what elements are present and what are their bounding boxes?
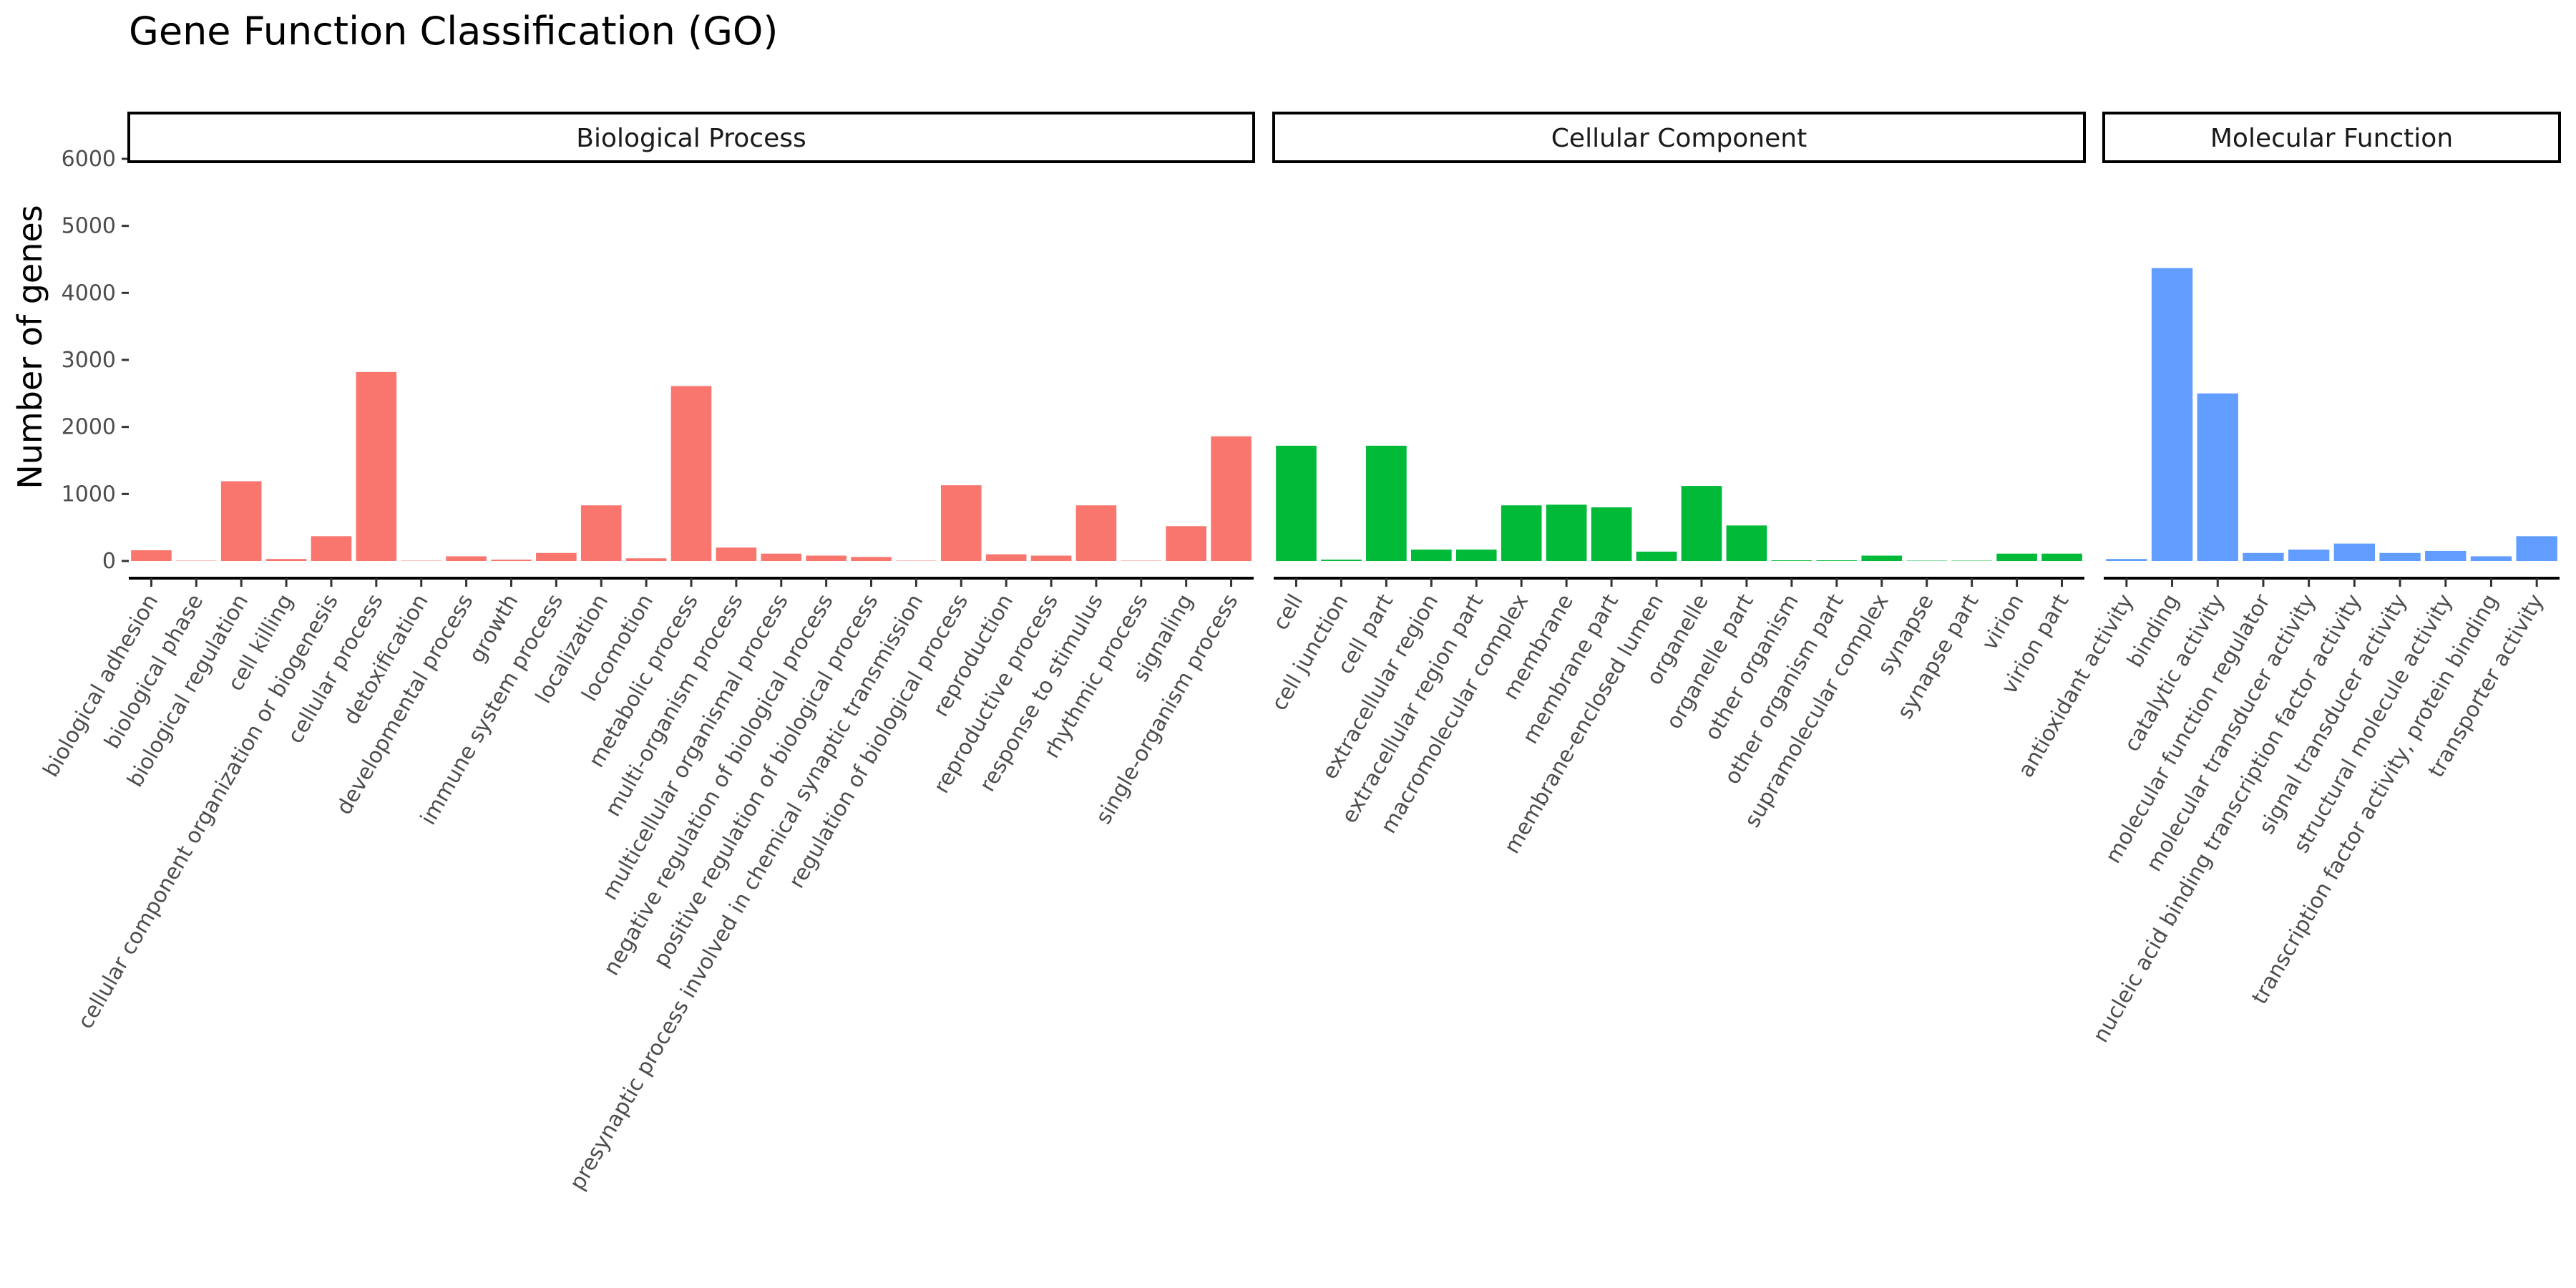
bar xyxy=(446,556,487,561)
y-axis-label: Number of genes xyxy=(11,205,49,489)
bar xyxy=(1681,486,1722,561)
y-tick-label: 2000 xyxy=(62,415,116,440)
y-tick-label: 0 xyxy=(102,549,116,574)
bar xyxy=(1816,560,1858,561)
x-tick-label: antioxidant activity xyxy=(2014,590,2139,782)
bar xyxy=(2106,559,2147,561)
facet-strip xyxy=(2102,112,2561,163)
bar xyxy=(2333,543,2376,561)
facet-strip-label: Molecular Function xyxy=(2210,124,2453,153)
bar xyxy=(2243,552,2284,561)
bar xyxy=(2470,556,2512,561)
bar xyxy=(2288,550,2330,561)
bar xyxy=(580,505,622,561)
bar xyxy=(806,555,847,561)
y-tick-label: 3000 xyxy=(62,348,116,373)
bar xyxy=(2516,536,2557,561)
bar xyxy=(2197,393,2238,561)
bar xyxy=(851,557,892,561)
bar xyxy=(2425,550,2467,561)
y-tick-label: 6000 xyxy=(62,147,116,172)
bar xyxy=(1771,560,1813,561)
bar xyxy=(761,553,802,561)
bar xyxy=(1075,505,1117,561)
bar xyxy=(1166,526,1206,561)
y-tick-label: 1000 xyxy=(62,482,116,507)
bar xyxy=(1455,550,1497,561)
y-axis: 0 1000 2000 3000 4000 5000 6000 xyxy=(62,147,129,574)
bar xyxy=(1501,505,1542,561)
bar xyxy=(220,481,262,561)
bar xyxy=(356,371,397,561)
bar xyxy=(1321,560,1362,561)
facet-strip xyxy=(1272,112,2086,163)
bar xyxy=(985,554,1027,561)
bar xyxy=(491,560,532,561)
bar xyxy=(2379,552,2421,561)
x-tick-label: cell xyxy=(1268,590,1308,635)
bar xyxy=(311,536,352,561)
facet-strip-label: Biological Process xyxy=(576,124,806,153)
bar xyxy=(1996,553,2037,561)
bar xyxy=(265,559,307,561)
bar xyxy=(1546,504,1587,561)
bar xyxy=(1591,507,1632,561)
bar xyxy=(1366,445,1407,561)
bar xyxy=(536,552,577,561)
bar xyxy=(1211,436,1252,561)
bar xyxy=(2151,268,2193,561)
bar xyxy=(1726,525,1767,561)
bar xyxy=(940,485,982,561)
bar xyxy=(2041,553,2082,561)
bar xyxy=(1636,551,1677,561)
bar xyxy=(670,386,712,561)
bar xyxy=(1030,555,1072,561)
bar xyxy=(716,547,757,561)
bar xyxy=(1410,550,1452,561)
bar xyxy=(1861,555,1903,561)
facet-strip-label: Cellular Component xyxy=(1551,124,1807,153)
bar xyxy=(131,550,172,561)
y-tick-label: 5000 xyxy=(62,214,116,239)
bar xyxy=(1276,445,1317,561)
facet-strip xyxy=(127,112,1255,163)
bar xyxy=(625,558,667,561)
y-tick-label: 4000 xyxy=(62,280,116,306)
chart-title: Gene Function Classification (GO) xyxy=(129,9,778,54)
